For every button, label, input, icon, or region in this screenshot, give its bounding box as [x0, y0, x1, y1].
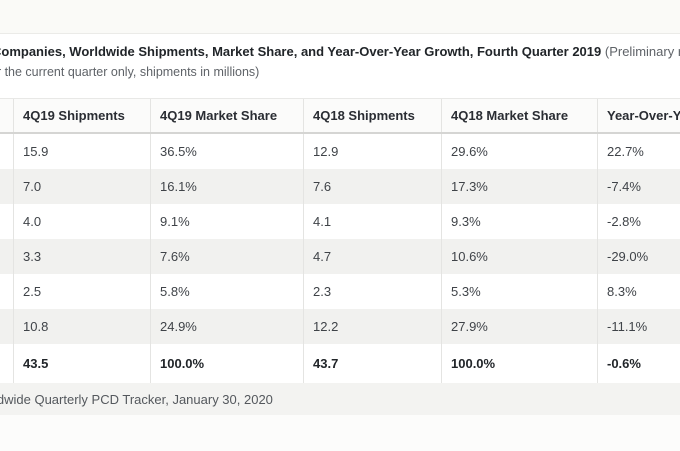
- cell-4q19-shipments: 15.9: [13, 134, 150, 169]
- cropped-company-cell: [0, 344, 13, 383]
- cropped-company-cell: [0, 239, 13, 274]
- table-subtitle: or the current quarter only, shipments i…: [0, 65, 260, 79]
- cell-4q19-shipments: 2.5: [13, 274, 150, 309]
- cell-4q19-share: 5.8%: [150, 274, 303, 309]
- cell-4q18-shipments: 12.2: [303, 309, 441, 344]
- table-row: 4.0 9.1% 4.1 9.3% -2.8%: [0, 204, 680, 239]
- page-top-margin: [0, 0, 680, 34]
- table-total-row: 43.5 100.0% 43.7 100.0% -0.6%: [0, 344, 680, 383]
- col-header-4q18-shipments: 4Q18 Shipments: [303, 99, 441, 132]
- col-header-4q18-market-share: 4Q18 Market Share: [441, 99, 597, 132]
- cell-yoy-growth: -11.1%: [597, 309, 680, 344]
- total-4q19-share: 100.0%: [150, 344, 303, 383]
- table-header-row: 4Q19 Shipments 4Q19 Market Share 4Q18 Sh…: [0, 99, 680, 134]
- cell-4q19-shipments: 4.0: [13, 204, 150, 239]
- cell-4q19-shipments: 3.3: [13, 239, 150, 274]
- cell-4q18-share: 10.6%: [441, 239, 597, 274]
- cell-4q18-share: 5.3%: [441, 274, 597, 309]
- cell-4q19-shipments: 10.8: [13, 309, 150, 344]
- cell-4q18-shipments: 4.1: [303, 204, 441, 239]
- cell-4q18-share: 17.3%: [441, 169, 597, 204]
- cell-4q18-shipments: 12.9: [303, 134, 441, 169]
- table-title-block: Companies, Worldwide Shipments, Market S…: [0, 34, 680, 98]
- table-source-text: ldwide Quarterly PCD Tracker, January 30…: [0, 391, 273, 407]
- cell-yoy-growth: -7.4%: [597, 169, 680, 204]
- cell-4q19-share: 7.6%: [150, 239, 303, 274]
- total-yoy-growth: -0.6%: [597, 344, 680, 383]
- page-bottom-margin: [0, 415, 680, 451]
- cell-yoy-growth: 8.3%: [597, 274, 680, 309]
- table-row: 10.8 24.9% 12.2 27.9% -11.1%: [0, 309, 680, 344]
- cropped-company-cell: [0, 309, 13, 344]
- cell-4q19-share: 16.1%: [150, 169, 303, 204]
- cell-4q18-share: 27.9%: [441, 309, 597, 344]
- table-row: 3.3 7.6% 4.7 10.6% -29.0%: [0, 239, 680, 274]
- total-4q19-shipments: 43.5: [13, 344, 150, 383]
- cell-yoy-growth: -29.0%: [597, 239, 680, 274]
- cell-4q19-shipments: 7.0: [13, 169, 150, 204]
- cell-4q18-shipments: 4.7: [303, 239, 441, 274]
- cell-4q18-shipments: 2.3: [303, 274, 441, 309]
- table-row: 7.0 16.1% 7.6 17.3% -7.4%: [0, 169, 680, 204]
- cropped-company-cell: [0, 274, 13, 309]
- table-source-band: ldwide Quarterly PCD Tracker, January 30…: [0, 383, 680, 415]
- cell-4q19-share: 24.9%: [150, 309, 303, 344]
- table-row: 2.5 5.8% 2.3 5.3% 8.3%: [0, 274, 680, 309]
- cell-4q18-share: 29.6%: [441, 134, 597, 169]
- total-4q18-shipments: 43.7: [303, 344, 441, 383]
- cell-4q18-share: 9.3%: [441, 204, 597, 239]
- cell-yoy-growth: -2.8%: [597, 204, 680, 239]
- cropped-company-cell: [0, 204, 13, 239]
- col-header-4q19-market-share: 4Q19 Market Share: [150, 99, 303, 132]
- table-title: Companies, Worldwide Shipments, Market S…: [0, 42, 680, 61]
- table-row: 15.9 36.5% 12.9 29.6% 22.7%: [0, 134, 680, 169]
- col-header-yoy-growth: Year-Over-Year Growth: [597, 99, 680, 132]
- cell-4q19-share: 36.5%: [150, 134, 303, 169]
- cell-4q19-share: 9.1%: [150, 204, 303, 239]
- idc-shipments-table-page: { "title": { "main": "Companies, Worldwi…: [0, 0, 680, 415]
- shipments-table: 4Q19 Shipments 4Q19 Market Share 4Q18 Sh…: [0, 98, 680, 383]
- total-4q18-share: 100.0%: [441, 344, 597, 383]
- cropped-company-cell: [0, 169, 13, 204]
- col-header-4q19-shipments: 4Q19 Shipments: [13, 99, 150, 132]
- cell-4q18-shipments: 7.6: [303, 169, 441, 204]
- cell-yoy-growth: 22.7%: [597, 134, 680, 169]
- cropped-company-column-header: [0, 99, 13, 132]
- cropped-company-cell: [0, 134, 13, 169]
- table-title-main: Companies, Worldwide Shipments, Market S…: [0, 44, 605, 59]
- table-title-note: (Preliminary res: [604, 44, 680, 59]
